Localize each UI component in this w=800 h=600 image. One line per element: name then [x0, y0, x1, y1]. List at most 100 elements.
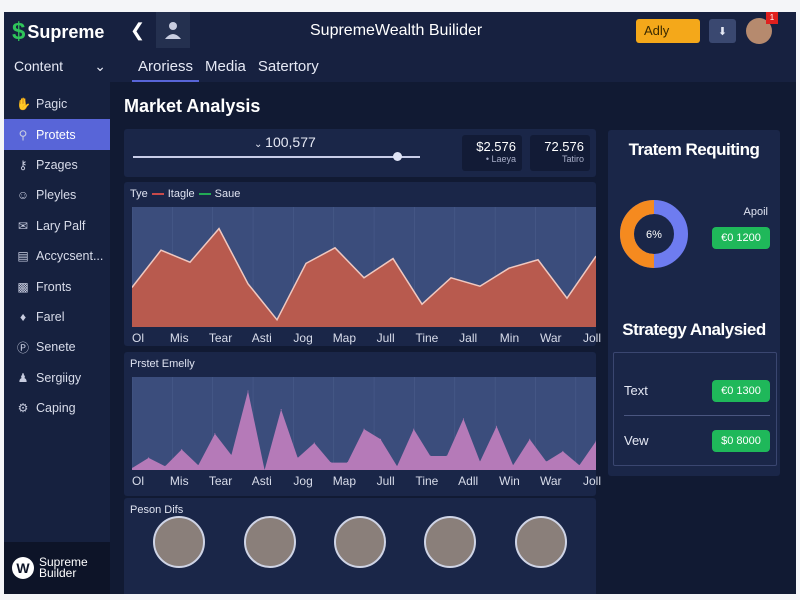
tab-media[interactable]: Media — [205, 58, 246, 75]
stat-label: Tatiro — [561, 154, 584, 164]
data-point — [264, 469, 266, 470]
data-point — [512, 464, 514, 466]
legend-label: Itagle — [167, 188, 195, 200]
sidebar-item-label: Pagic — [36, 97, 68, 112]
data-point — [566, 297, 568, 299]
sidebar-item-protets[interactable]: ⚲ Protets — [4, 119, 110, 150]
x-tick-label: War — [539, 331, 562, 345]
stat-label: • Laeya — [485, 154, 516, 164]
sidebar-item-label: Sergiigy — [36, 370, 82, 385]
sidebar-item-pzages[interactable]: ⚷ Pzages — [4, 150, 110, 180]
chart-card-1: Tye Itagle Saue Ol Mis Tear Asti Jog Map Jull Tin… — [124, 182, 601, 346]
tab-aroriess[interactable]: Aroriess — [132, 50, 200, 82]
period-label: Apoil — [743, 206, 768, 218]
header: ❮ SupremeWealth Builider Adly ⬇ 1 — [110, 12, 796, 50]
data-point — [247, 283, 249, 285]
sidebar-item-label: Accycsent... — [36, 249, 104, 264]
download-icon: ⬇ — [717, 25, 728, 38]
sidebar-item-pleyles[interactable]: ☺ Pleyles — [4, 180, 110, 210]
slider-track[interactable] — [133, 156, 420, 158]
person-avatar[interactable] — [243, 516, 296, 568]
data-point — [529, 438, 531, 440]
data-point — [218, 228, 220, 230]
data-point — [363, 428, 365, 430]
back-icon[interactable]: ❮ — [130, 20, 146, 40]
app-title: SupremeWealth Builider — [310, 22, 483, 39]
data-point — [280, 409, 282, 411]
person-avatar[interactable] — [153, 516, 206, 568]
data-point — [363, 277, 365, 279]
download-button[interactable]: ⬇ — [709, 19, 736, 43]
sidebar-item-lary-palf[interactable]: ✉ Lary Palf — [4, 211, 110, 241]
key-icon: ⚷ — [18, 157, 28, 172]
donut-chart: 6% — [620, 200, 688, 268]
slider-thumb[interactable] — [393, 152, 403, 161]
x-tick-label: Jull — [376, 331, 395, 345]
sidebar-item-farel[interactable]: ♦ Farel — [4, 302, 110, 332]
content-label: Content — [14, 58, 64, 74]
sidebar-item-label: Pleyles — [36, 188, 77, 203]
data-point — [148, 457, 150, 459]
sidebar-item-caping[interactable]: ⚙ Caping — [4, 393, 110, 423]
app-window: $ Supreme Content ⌄ ✋ Pagic ⚲ Protets ⚷ Pzages ☺… — [4, 12, 796, 594]
x-tick-label: Joll — [582, 474, 602, 488]
area-chart-2 — [132, 377, 596, 470]
search-icon: ⚲ — [18, 127, 28, 142]
person-avatar[interactable] — [333, 516, 386, 568]
sidebar-item-label: Fronts — [36, 279, 72, 294]
sidebar-item-label: Caping — [36, 401, 76, 416]
clipboard-icon: ▤ — [17, 249, 29, 264]
value-pill: €0 1300 — [712, 380, 770, 402]
stat-1: $2.576 • Laeya — [462, 135, 522, 171]
x-tick-label: Mis — [169, 331, 189, 345]
data-point — [392, 258, 394, 260]
right-panel: Tratem Requiting 6% Apoil €0 1200 Strate… — [608, 130, 780, 476]
x-tick-label: Jog — [293, 331, 313, 345]
sidebar-item-senete[interactable]: Ⓟ Senete — [4, 332, 110, 362]
x-tick-label: Jog — [293, 474, 313, 488]
person-avatar[interactable] — [514, 516, 567, 568]
summary-card: ⌄ 100,577 $2.576 • Laeya 72.576 Tatiro — [124, 129, 596, 177]
brand-line2: Builder — [39, 566, 77, 580]
data-point — [305, 262, 307, 264]
sidebar-item-label: Protets — [36, 127, 76, 142]
area-chart-1 — [132, 207, 596, 327]
x-tick-label: Tine — [415, 474, 439, 488]
data-point — [313, 442, 315, 444]
x-tick-label: Joll — [582, 331, 602, 345]
x-tick-label: Tine — [415, 331, 439, 345]
panel-title: Strategy Analysied — [622, 320, 766, 339]
logo[interactable]: $ Supreme — [12, 18, 104, 46]
copyright-icon: Ⓟ — [16, 340, 29, 355]
data-point — [496, 425, 498, 427]
donut-label: 6% — [646, 229, 662, 241]
x-tick-label: Asti — [251, 474, 272, 488]
data-point — [330, 462, 332, 464]
x-tick-label: Ol — [132, 331, 144, 345]
legend-swatch — [151, 193, 164, 195]
data-point — [160, 249, 162, 251]
x-tick-label: Adll — [458, 474, 479, 488]
tab-satertory[interactable]: Satertory — [257, 58, 319, 75]
sidebar-item-accycsent-[interactable]: ▤ Accycsent... — [4, 241, 110, 271]
person-avatar[interactable] — [424, 516, 477, 568]
sidebar-item-pagic[interactable]: ✋ Pagic — [4, 89, 110, 119]
apply-button[interactable]: Adly — [636, 19, 700, 43]
brand-line1: Supreme — [39, 555, 88, 569]
slider-value-text: 100,577 — [265, 134, 316, 150]
x-tick-label: Jall — [459, 331, 478, 345]
x-tick-label: Ol — [132, 474, 144, 488]
data-point — [595, 255, 596, 257]
user-button[interactable] — [156, 12, 190, 48]
area-series — [132, 391, 596, 470]
logo-text: Supreme — [27, 21, 105, 42]
sidebar-item-fronts[interactable]: ▩ Fronts — [4, 271, 110, 301]
sidebar-item-sergiigy[interactable]: ♟ Sergiigy — [4, 363, 110, 393]
data-point — [562, 450, 564, 452]
data-point — [595, 440, 596, 442]
data-point — [276, 319, 278, 321]
content-dropdown[interactable]: Content ⌄ — [14, 58, 106, 75]
data-point — [479, 461, 481, 463]
row-label: Vew — [624, 433, 649, 448]
chart-card-2: Prstet Emelly Ol Mis Tear Asti Jog Map Jull Tin… — [124, 352, 601, 496]
